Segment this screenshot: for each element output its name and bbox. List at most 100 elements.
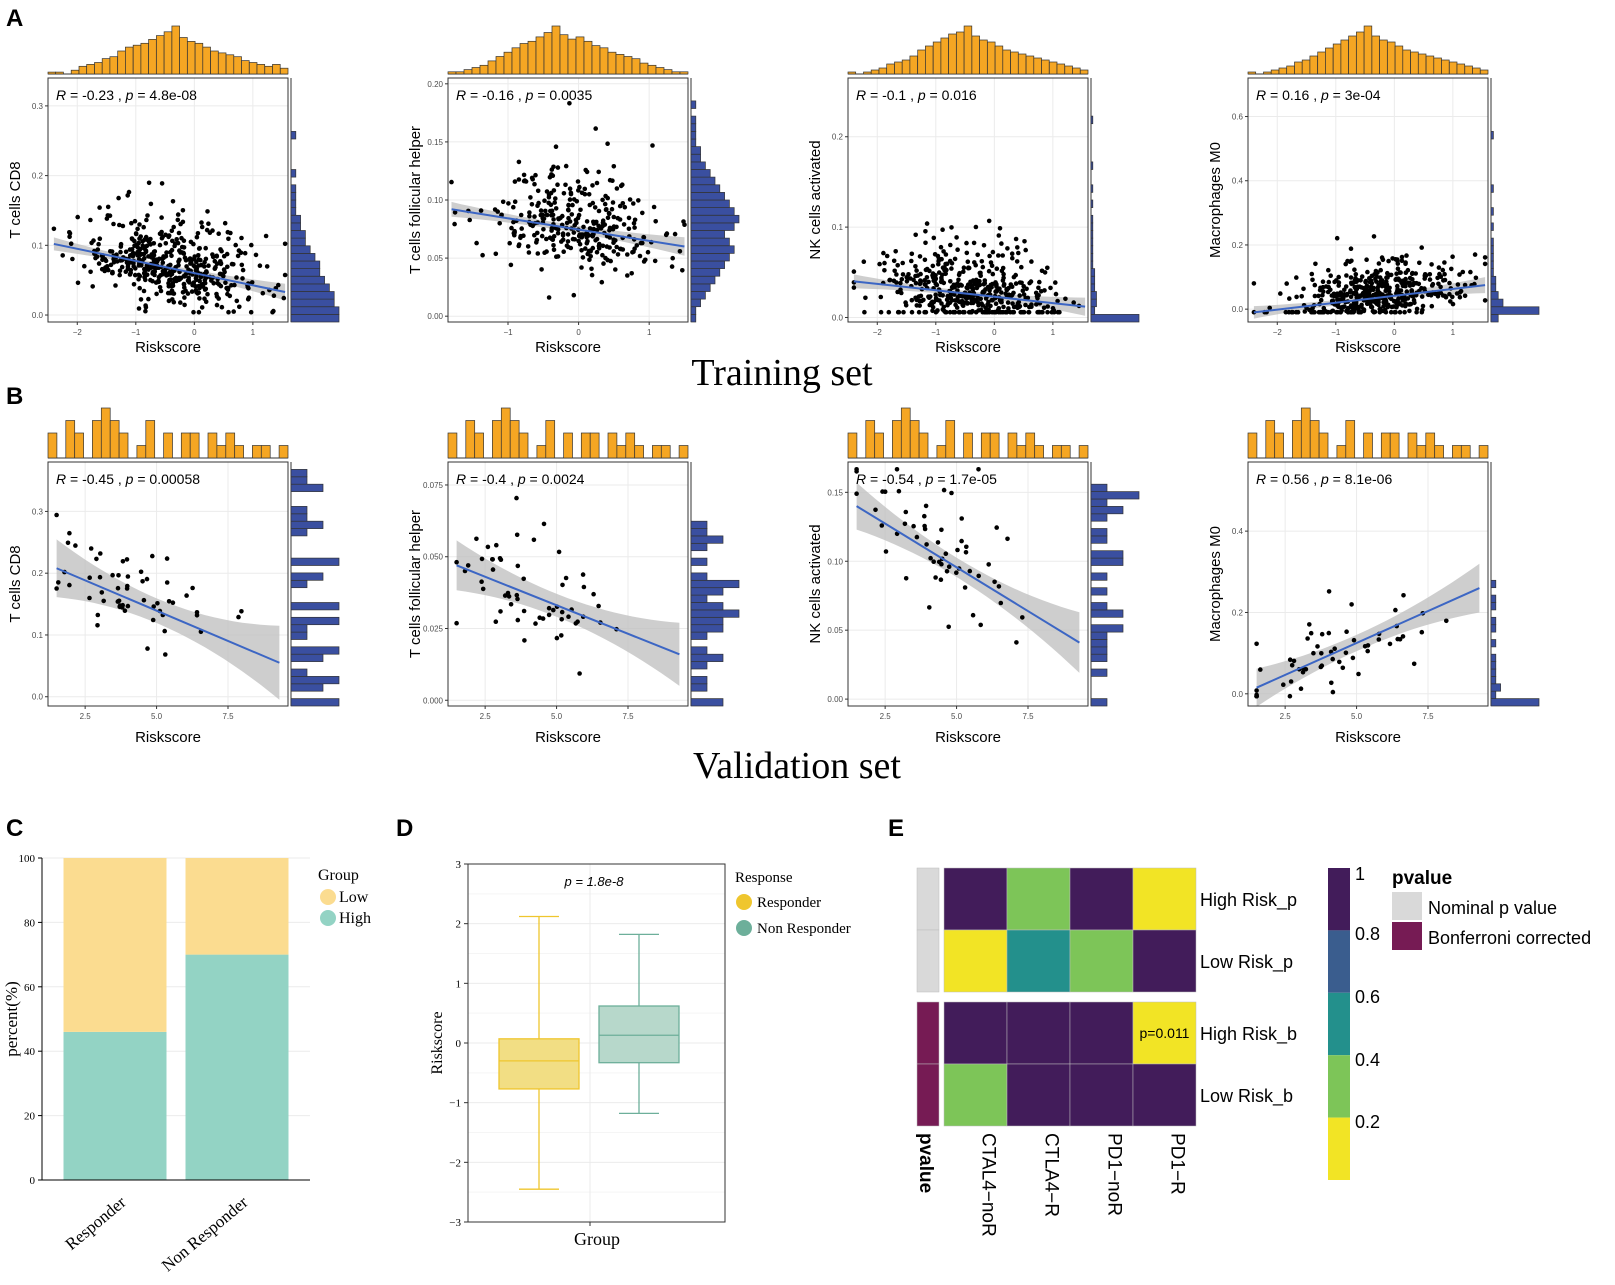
side-histogram-bar bbox=[690, 275, 716, 285]
data-point bbox=[182, 302, 187, 308]
data-point bbox=[606, 210, 612, 216]
data-point bbox=[651, 204, 657, 210]
data-point bbox=[1387, 641, 1393, 647]
data-point bbox=[933, 295, 939, 301]
data-point bbox=[512, 179, 518, 184]
side-histogram-bar bbox=[690, 222, 735, 231]
data-point bbox=[1442, 271, 1447, 277]
data-point bbox=[493, 251, 499, 257]
data-point bbox=[1267, 305, 1272, 311]
data-point bbox=[164, 273, 169, 278]
top-histogram-bar bbox=[1010, 51, 1019, 75]
data-point bbox=[851, 269, 857, 274]
heatmap-cell bbox=[1069, 867, 1134, 931]
correlation-annotation: R = -0.23 , p = 4.8e-08 bbox=[56, 87, 197, 103]
data-point bbox=[615, 215, 621, 221]
data-point bbox=[204, 227, 210, 233]
data-point bbox=[56, 580, 61, 585]
data-point bbox=[894, 272, 899, 277]
data-point bbox=[253, 252, 259, 258]
top-histogram-bar bbox=[479, 64, 489, 75]
side-histogram-bar bbox=[690, 683, 708, 692]
data-point bbox=[535, 203, 540, 209]
data-point bbox=[119, 264, 125, 270]
data-point bbox=[626, 215, 632, 221]
side-histogram-bar bbox=[690, 283, 711, 292]
data-point bbox=[1022, 239, 1027, 244]
top-histogram-bar bbox=[518, 432, 529, 459]
side-histogram-bar bbox=[1490, 653, 1497, 662]
colorbar-segment bbox=[1328, 868, 1350, 931]
data-point bbox=[637, 253, 643, 259]
data-point bbox=[522, 178, 528, 183]
data-point bbox=[1399, 295, 1405, 301]
data-point bbox=[544, 212, 549, 218]
data-point bbox=[1020, 615, 1025, 620]
data-point bbox=[93, 255, 98, 261]
data-point bbox=[67, 582, 72, 588]
data-point bbox=[988, 260, 994, 265]
data-point bbox=[1482, 298, 1488, 303]
data-point bbox=[588, 253, 593, 259]
data-point bbox=[992, 579, 997, 585]
x-axis-title: Riskscore bbox=[935, 729, 1001, 746]
data-point bbox=[129, 236, 135, 241]
column-label: CTLA4−R bbox=[1041, 1133, 1062, 1217]
top-histogram-bar bbox=[886, 63, 895, 75]
bar-low-responder bbox=[63, 858, 167, 1032]
y-tick-label: 0.0 bbox=[32, 311, 44, 320]
stat-value: = 4.8e-08 bbox=[133, 87, 197, 103]
top-histogram-bar bbox=[1464, 65, 1473, 75]
data-point bbox=[263, 233, 269, 239]
top-histogram-bar bbox=[551, 25, 561, 75]
data-point bbox=[142, 246, 147, 252]
data-point bbox=[1326, 589, 1332, 594]
data-point bbox=[913, 232, 918, 238]
data-point bbox=[125, 583, 130, 589]
plot-frame bbox=[1247, 77, 1489, 323]
side-histogram-bar bbox=[690, 192, 725, 201]
top-histogram-bar bbox=[1265, 420, 1276, 459]
top-histogram-bar bbox=[1056, 63, 1066, 75]
data-point bbox=[137, 247, 143, 252]
data-point bbox=[143, 277, 148, 283]
data-point bbox=[926, 279, 931, 285]
side-histogram-bar bbox=[690, 314, 697, 323]
data-point bbox=[569, 212, 575, 217]
data-point bbox=[1287, 657, 1293, 662]
data-point bbox=[922, 278, 927, 283]
top-histogram-bar bbox=[1363, 25, 1373, 75]
data-point bbox=[1427, 277, 1433, 282]
top-histogram-bar bbox=[1417, 53, 1427, 75]
data-point bbox=[1399, 254, 1405, 260]
data-point bbox=[573, 621, 579, 626]
x-tick-label: 7.5 bbox=[222, 712, 234, 721]
regression-line bbox=[1253, 284, 1486, 314]
data-point bbox=[140, 239, 145, 244]
data-point bbox=[282, 241, 288, 247]
data-point bbox=[584, 231, 590, 236]
data-point bbox=[1330, 656, 1335, 662]
heatmap-cell bbox=[943, 929, 1008, 993]
side-histogram-bar bbox=[1490, 668, 1497, 677]
data-point bbox=[581, 224, 586, 230]
side-histogram-bar bbox=[290, 207, 297, 216]
data-point bbox=[601, 261, 606, 266]
data-point bbox=[610, 178, 615, 183]
data-point bbox=[1319, 631, 1325, 637]
data-point bbox=[878, 309, 884, 315]
correlation-annotation: R = -0.4 , p = 0.0024 bbox=[456, 471, 585, 487]
row-label: High Risk_p bbox=[1200, 890, 1297, 911]
data-point bbox=[641, 259, 647, 264]
data-point bbox=[930, 263, 936, 269]
y-tick-label: 0.4 bbox=[1232, 177, 1244, 186]
data-point bbox=[1350, 655, 1356, 661]
data-point bbox=[1450, 254, 1455, 259]
top-histogram-bar bbox=[492, 420, 502, 459]
data-point bbox=[246, 295, 252, 301]
data-point bbox=[171, 291, 177, 296]
stat-value: = 0.16 , bbox=[1266, 87, 1321, 103]
side-histogram-bar bbox=[1090, 550, 1124, 559]
data-point bbox=[514, 532, 520, 538]
data-point bbox=[159, 181, 165, 186]
